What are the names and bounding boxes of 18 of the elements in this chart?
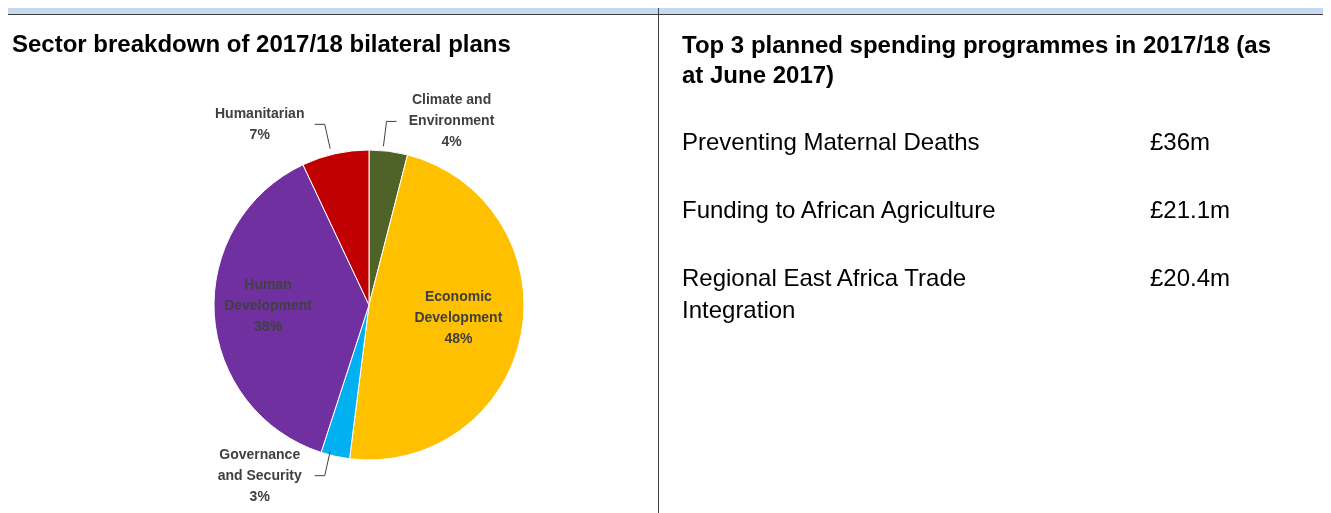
slice-label: Economic Development: [414, 287, 503, 325]
data-label: 38%: [254, 317, 283, 334]
chart-title: Sector breakdown of 2017/18 bilateral plans: [12, 30, 511, 58]
slice-label: Humanitarian: [215, 104, 305, 121]
text: £36m: [1150, 127, 1211, 157]
slice-label: Climate and Environment: [408, 91, 495, 129]
text: Regional East Africa Trade Integration: [682, 263, 968, 325]
data-label: 4%: [441, 133, 463, 150]
data-label: 7%: [249, 125, 271, 142]
data-label: 3%: [249, 487, 271, 504]
text: Top 3 planned spending programmes in 2017/18 (as at June 2017): [682, 30, 1273, 90]
text: £20.4m: [1150, 263, 1231, 293]
slice-label: Governance and Security: [217, 445, 302, 483]
slice-label: Human Development: [224, 275, 313, 313]
text: Funding to African Agriculture: [682, 195, 997, 225]
text: £21.1m: [1150, 195, 1231, 225]
text: Preventing Maternal Deaths: [682, 127, 981, 157]
data-label: 48%: [444, 329, 473, 346]
